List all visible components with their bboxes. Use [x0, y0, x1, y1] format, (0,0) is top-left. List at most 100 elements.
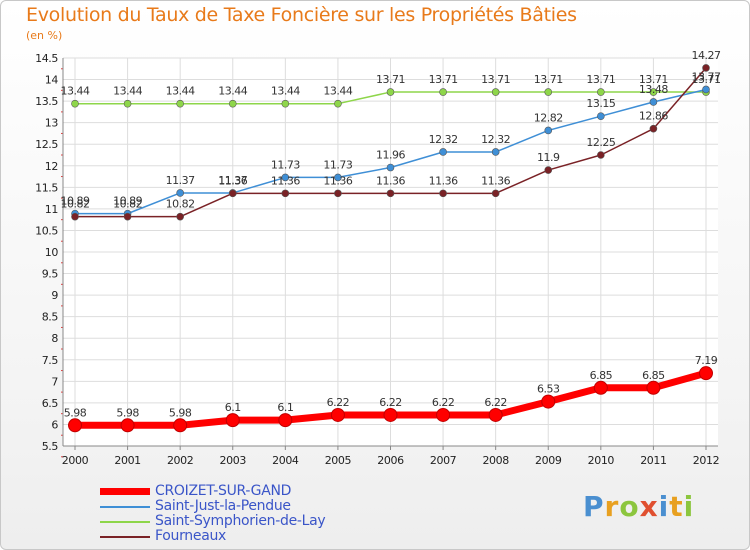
data-point	[123, 99, 132, 108]
data-label: 13.44	[271, 85, 300, 98]
data-point	[334, 189, 342, 198]
data-label: 11.37	[218, 174, 247, 187]
y-tick-label: 7.5	[42, 354, 59, 367]
data-point	[597, 88, 605, 96]
chart-legend: CROIZET-SUR-GAND Saint-Just-la-Pendue Sain…	[100, 484, 420, 544]
data-label: 6.22	[432, 396, 455, 409]
data-point	[436, 407, 451, 422]
data-label: 12.32	[429, 133, 458, 146]
data-point	[702, 64, 710, 72]
data-point	[176, 189, 184, 197]
logo-letter: r	[604, 490, 620, 523]
data-point	[383, 407, 398, 422]
data-point	[439, 189, 447, 198]
data-point	[228, 189, 237, 198]
data-label: 6.22	[484, 396, 507, 409]
x-tick-label: 2008	[482, 454, 509, 467]
y-tick-label: 8.5	[42, 311, 59, 324]
data-point	[278, 413, 293, 428]
y-tick-label: 5.5	[42, 440, 59, 453]
x-tick-label: 2005	[325, 454, 352, 467]
data-point	[699, 366, 713, 381]
legend-label: Saint-Just-la-Pendue	[155, 498, 291, 514]
data-point	[71, 212, 79, 221]
data-label: 5.98	[169, 406, 192, 419]
data-label: 5.98	[64, 406, 87, 419]
data-point	[439, 148, 447, 156]
data-label: 11.96	[376, 149, 405, 162]
data-point	[439, 88, 447, 96]
data-point	[281, 189, 290, 198]
x-tick-label: 2003	[220, 454, 247, 467]
legend-swatch	[100, 520, 150, 523]
data-point	[334, 99, 342, 108]
y-tick-label: 14	[45, 74, 59, 87]
data-point	[491, 88, 500, 96]
data-label: 11.73	[323, 158, 352, 171]
data-point	[649, 98, 658, 106]
data-label: 11.36	[429, 174, 458, 187]
data-label: 11.36	[323, 174, 352, 187]
data-label: 6.85	[642, 369, 665, 382]
legend-item: Saint-Symphorien-de-Lay	[100, 514, 420, 529]
y-tick-label: 13	[45, 117, 59, 130]
data-point	[544, 126, 553, 135]
data-label: 12.32	[481, 133, 510, 146]
logo-letter: o	[619, 490, 640, 523]
legend-swatch	[100, 488, 150, 495]
data-label: 6.22	[327, 396, 350, 409]
data-label: 10.82	[166, 198, 195, 211]
x-tick-label: 2010	[588, 454, 615, 467]
y-tick-label: 11	[45, 203, 58, 216]
x-tick-label: 2000	[62, 454, 89, 467]
data-point	[281, 173, 290, 182]
y-tick-label: 6	[51, 418, 58, 431]
legend-label: CROIZET-SUR-GAND	[155, 483, 292, 499]
data-label: 11.37	[166, 174, 195, 187]
data-point	[649, 88, 658, 96]
data-point	[541, 394, 556, 409]
y-tick-label: 10	[45, 246, 59, 259]
logo-letter: i	[658, 490, 670, 523]
x-tick-label: 2011	[640, 454, 666, 467]
legend-swatch	[100, 535, 150, 538]
logo-letter: i	[683, 490, 695, 523]
data-point	[225, 413, 240, 428]
data-label: 10.89	[113, 195, 142, 208]
data-label: 11.36	[376, 174, 405, 187]
data-label: 11.36	[481, 174, 510, 187]
data-label: 6.22	[379, 396, 402, 409]
legend-item: Saint-Just-la-Pendue	[100, 499, 420, 514]
data-point	[593, 380, 608, 395]
y-tick-label: 7	[51, 375, 58, 388]
data-point	[120, 418, 135, 433]
legend-item: CROIZET-SUR-GAND	[100, 484, 420, 499]
data-label: 13.71	[586, 73, 615, 86]
x-tick-label: 2004	[272, 454, 299, 467]
data-label: 13.77	[692, 70, 721, 83]
y-tick-label: 9	[51, 289, 58, 302]
y-tick-label: 8	[51, 332, 58, 345]
data-point	[176, 212, 184, 221]
data-point	[334, 173, 342, 182]
data-label: 13.71	[534, 73, 563, 86]
data-label: 7.19	[695, 354, 718, 367]
data-label: 11.36	[271, 174, 300, 187]
chart-title: Evolution du Taux de Taxe Foncière sur l…	[26, 4, 577, 26]
data-label: 13.44	[61, 85, 90, 98]
x-tick-label: 2002	[167, 454, 193, 467]
data-label: 13.71	[639, 73, 668, 86]
data-label: 10.82	[113, 198, 142, 211]
data-point	[646, 380, 661, 395]
y-tick-label: 11.5	[35, 181, 58, 194]
y-tick-label: 13.5	[35, 95, 58, 108]
data-point	[491, 148, 500, 156]
data-label: 12.86	[639, 110, 668, 123]
data-label: 13.71	[429, 73, 458, 86]
data-label: 11.36	[218, 174, 247, 187]
y-tick-label: 9.5	[42, 268, 59, 281]
data-label: 12.25	[586, 136, 615, 149]
data-label: 5.98	[116, 406, 139, 419]
data-label: 13.44	[166, 85, 195, 98]
